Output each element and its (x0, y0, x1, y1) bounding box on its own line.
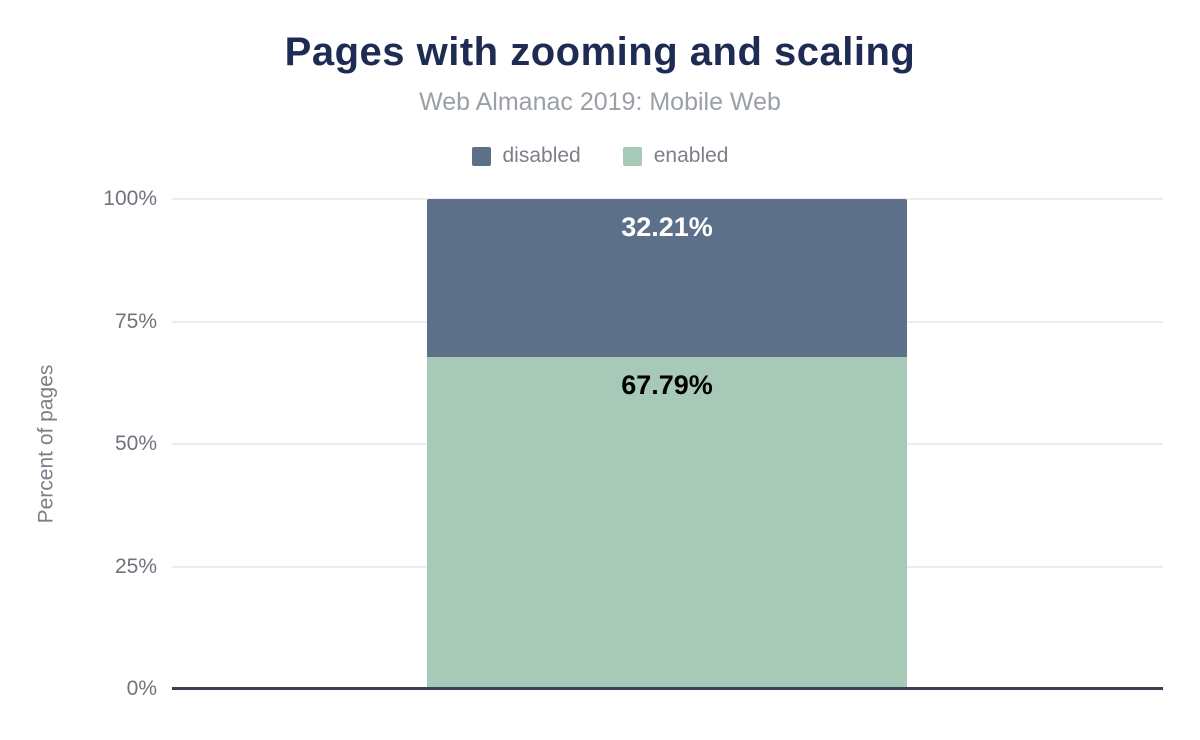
plot-area: 32.21% 67.79% (172, 198, 1163, 690)
y-ticks: 0% 25% 50% 75% 100% (0, 187, 157, 700)
x-axis-baseline (172, 687, 1163, 690)
legend-swatch-disabled (471, 146, 491, 166)
legend-label-disabled: disabled (502, 144, 581, 167)
chart-subtitle: Web Almanac 2019: Mobile Web (419, 88, 781, 116)
y-tick-label: 25% (114, 554, 157, 578)
y-tick-label: 50% (114, 432, 157, 455)
bar-segment-disabled: 32.21% (427, 199, 907, 357)
legend-swatch-enabled (622, 146, 642, 166)
y-tick-label: 75% (114, 309, 157, 333)
chart-legend: disabled enabled (0, 144, 1200, 168)
bar-value-disabled: 32.21% (621, 212, 713, 243)
gridline (172, 198, 1163, 200)
legend-item-enabled: enabled (622, 144, 729, 168)
legend-item-disabled: disabled (471, 144, 581, 168)
chart-title: Pages with zooming and scaling (284, 30, 916, 74)
stacked-bar: 32.21% 67.79% (427, 199, 907, 689)
y-tick-label: 0% (126, 677, 157, 700)
bar-value-enabled: 67.79% (621, 369, 713, 400)
y-tick-label: 100% (103, 187, 157, 210)
legend-label-enabled: enabled (653, 144, 729, 167)
bar-segment-enabled: 67.79% (427, 356, 907, 689)
